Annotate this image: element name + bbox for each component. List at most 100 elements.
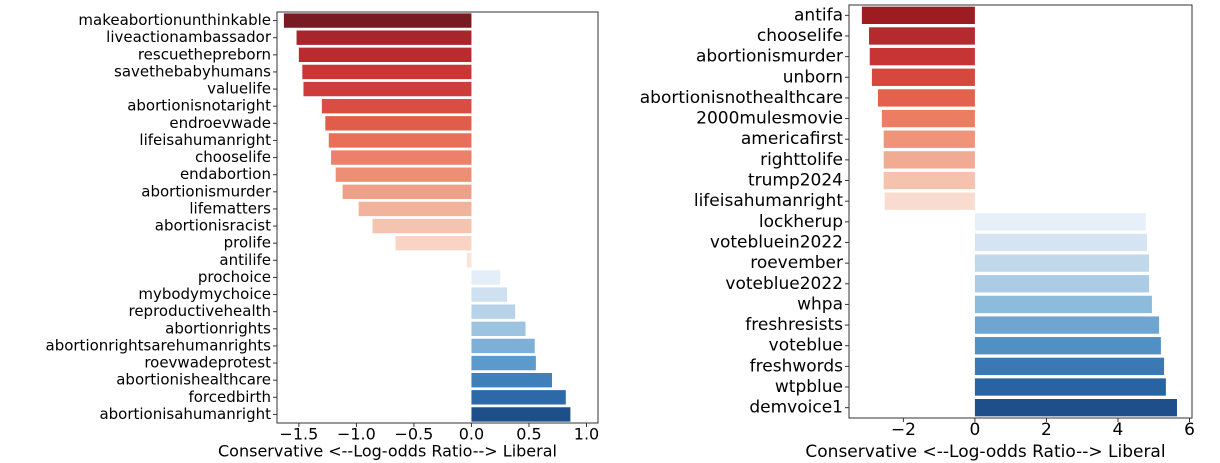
bar (869, 47, 975, 66)
y-tick-label: abortionisnothealthcare (640, 88, 843, 108)
y-tick-label: chooselife (757, 26, 843, 46)
y-tick-label: roevember (750, 253, 843, 273)
bar (883, 130, 975, 148)
bar (877, 89, 975, 107)
plot-frame (848, 4, 1193, 419)
bar (884, 192, 975, 210)
bar (328, 133, 472, 148)
y-tick-label: antilife (219, 251, 271, 269)
x-tick-label: 4 (1113, 420, 1124, 440)
y-tick-label: unborn (783, 67, 843, 87)
x-tick-label: 6 (1184, 420, 1195, 440)
bar (342, 184, 472, 200)
bar (974, 254, 1150, 272)
y-tick-label: liveactionambassador (106, 28, 272, 46)
bar (372, 218, 472, 234)
y-tick-label: voteblue2022 (725, 274, 843, 294)
bar (974, 399, 1177, 417)
y-tick-label: valuelife (207, 80, 271, 98)
bar (974, 357, 1165, 376)
bar (471, 390, 566, 405)
y-tick-label: makeabortionunthinkable (78, 11, 271, 29)
bar (298, 47, 472, 63)
bar (974, 337, 1161, 355)
bar (358, 201, 472, 217)
y-tick-label: mybodymychoice (138, 285, 271, 303)
bar (974, 213, 1146, 231)
bar (296, 30, 472, 45)
x-tick-label: −1.5 (279, 425, 318, 444)
x-tick-label: −1.0 (337, 425, 376, 444)
y-tick-label: prochoice (198, 268, 271, 286)
y-tick-label: americafirst (741, 129, 843, 149)
y-tick-label: rescuethepreborn (138, 45, 271, 63)
bar (974, 378, 1166, 396)
y-tick-label: abortionisnotaright (127, 97, 271, 115)
x-tick-label: 0.5 (516, 425, 541, 444)
y-tick-label: chooselife (195, 148, 271, 166)
x-tick-label: 0.0 (459, 425, 484, 444)
y-tick-label: lifeisahumanright (139, 131, 271, 149)
bar (883, 171, 975, 190)
bar (974, 233, 1147, 252)
bar (974, 316, 1160, 334)
y-tick-label: prolife (224, 234, 271, 252)
bar (869, 27, 975, 45)
y-tick-label: roevwadeprotest (144, 354, 271, 372)
y-tick-label: abortionismurder (696, 47, 843, 67)
y-tick-label: voteblue (769, 336, 843, 356)
y-tick-label: demvoice1 (749, 398, 843, 418)
bar (471, 304, 516, 319)
bar (325, 116, 472, 131)
bar (321, 98, 472, 114)
y-tick-label: whpa (797, 294, 843, 314)
y-tick-label: votebluein2022 (710, 232, 843, 252)
bar (303, 81, 472, 97)
y-tick-label: freshresists (745, 315, 843, 335)
y-tick-label: abortionisahumanright (99, 405, 271, 423)
bar (471, 372, 552, 388)
y-tick-label: reproductivehealth (128, 302, 271, 320)
y-tick-label: lifeisahumanright (694, 191, 843, 211)
bar (335, 167, 472, 182)
bar (331, 150, 472, 165)
bar (395, 235, 472, 251)
bar (883, 151, 975, 169)
bar (283, 13, 472, 28)
x-tick-label: 0 (969, 420, 980, 440)
y-tick-label: lifematters (189, 199, 271, 217)
x-tick-label: −0.5 (394, 425, 433, 444)
y-tick-label: endroevwade (169, 114, 271, 132)
bar (974, 295, 1152, 314)
bar (974, 275, 1150, 293)
y-tick-label: lockherup (759, 212, 843, 232)
bar (881, 109, 975, 128)
bar (861, 6, 975, 24)
x-axis-label: Conservative <--Log-odds Ratio--> Libera… (805, 442, 1165, 462)
y-tick-label: endabortion (180, 165, 271, 183)
x-tick-label: 1.0 (574, 425, 599, 444)
y-tick-label: wtpblue (775, 377, 843, 397)
bar (471, 270, 501, 285)
y-tick-label: abortionrights (165, 319, 271, 337)
y-tick-label: forcedbirth (188, 388, 271, 406)
bar (466, 253, 472, 268)
y-tick-label: antifa (794, 5, 843, 25)
y-tick-label: abortionrightsarehumanrights (46, 336, 272, 354)
y-tick-label: abortionismurder (141, 182, 272, 200)
y-tick-label: abortionisracist (155, 217, 271, 235)
y-tick-label: trump2024 (748, 171, 843, 191)
bar (871, 68, 975, 86)
bar (471, 321, 526, 337)
bar (471, 355, 536, 371)
bar (302, 64, 472, 80)
y-tick-label: righttolife (760, 150, 843, 170)
x-tick-label: 2 (1041, 420, 1052, 440)
bar (471, 338, 535, 354)
y-tick-label: savethebabyhumans (114, 62, 271, 80)
y-tick-label: freshwords (750, 356, 843, 376)
bar (471, 287, 508, 302)
bar (471, 407, 571, 422)
x-axis-label: Conservative <--Log-odds Ratio--> Libera… (218, 442, 557, 461)
